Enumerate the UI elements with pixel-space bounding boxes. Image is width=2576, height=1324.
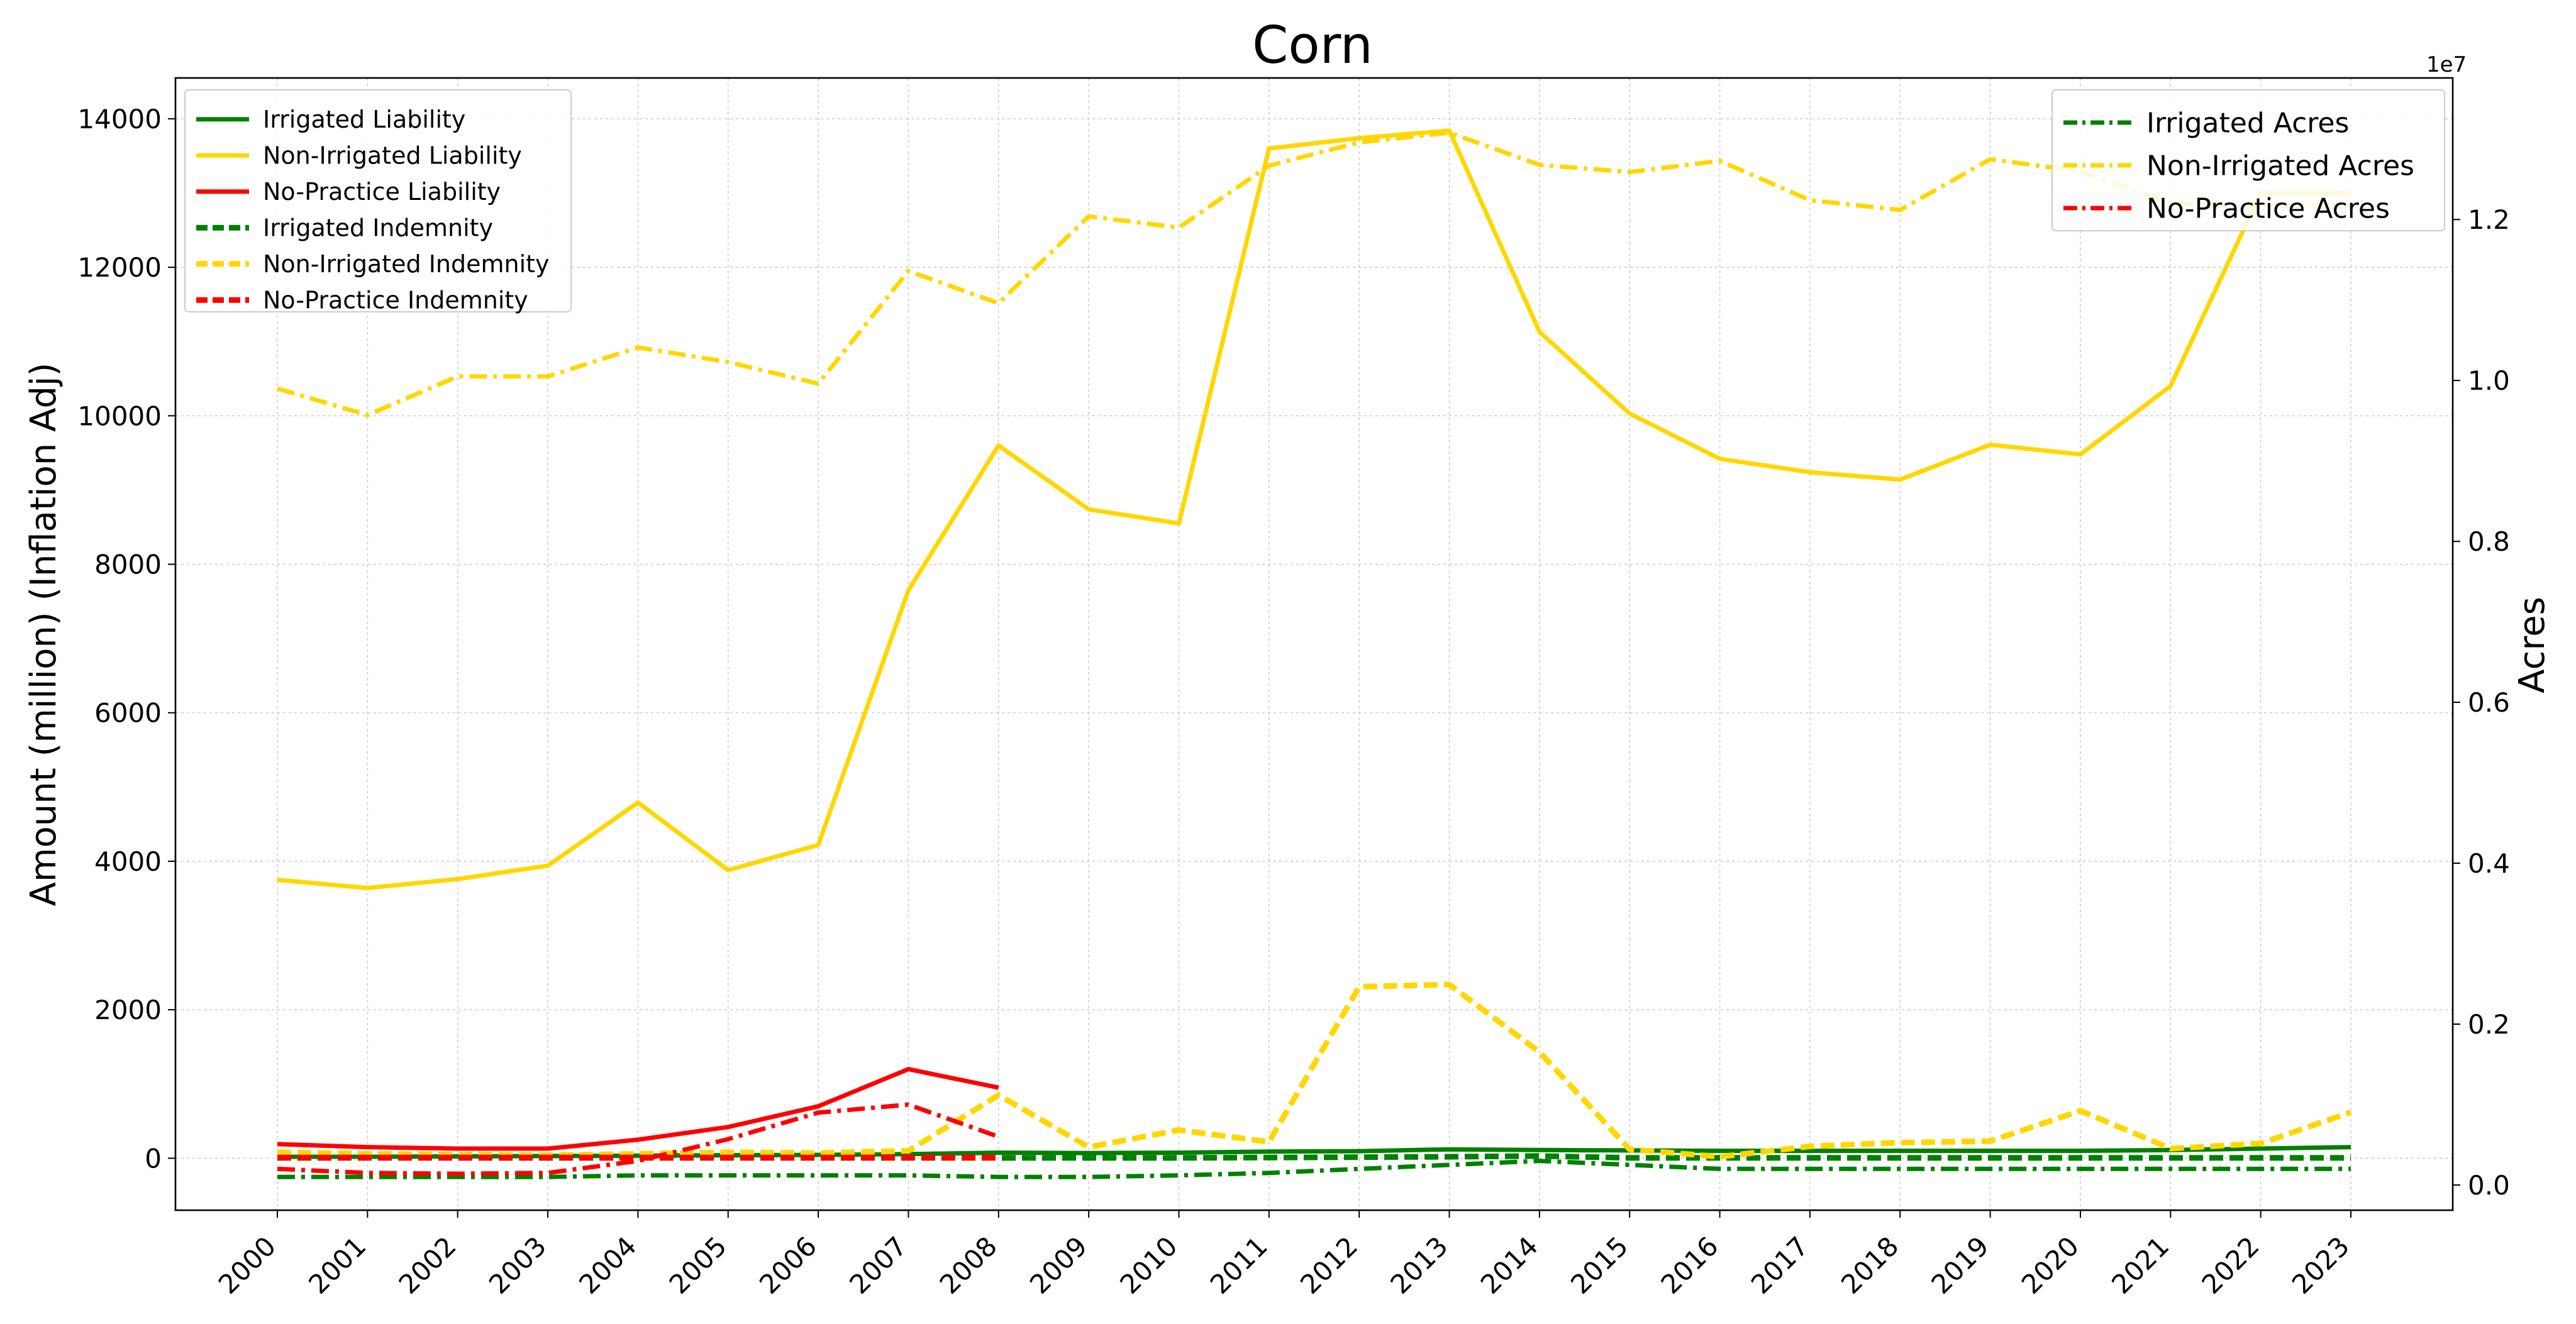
y2-tick-label: 0.8 [2468, 526, 2510, 557]
legend-left-label: Irrigated Liability [263, 106, 465, 133]
y2-tick-label: 0.6 [2468, 687, 2510, 718]
legend-left-label: No-Practice Indemnity [263, 287, 528, 314]
legend-left-label: Non-Irrigated Indemnity [263, 250, 550, 278]
plot-frame [174, 77, 2454, 1211]
y-tick-label: 0 [145, 1143, 162, 1174]
y2-offset-text: 1e7 [2426, 52, 2467, 77]
y-tick-label: 14000 [77, 104, 162, 135]
y2-tick-label: 0.0 [2468, 1170, 2510, 1201]
y2-axis-label: Acres [2512, 597, 2553, 693]
legend-right-box [2051, 89, 2445, 231]
legend-right-label: No-Practice Acres [2146, 192, 2390, 224]
legend-left-label: Irrigated Indemnity [263, 214, 493, 242]
legend-right-label: Non-Irrigated Acres [2146, 150, 2414, 182]
series-line-no-practice-liability [277, 1067, 999, 1151]
legend-left-label: No-Practice Liability [263, 178, 501, 206]
y2-tick-label: 1.2 [2468, 204, 2510, 235]
y-tick-label: 2000 [94, 995, 162, 1025]
y2-tick-label: 1.0 [2468, 365, 2510, 396]
y-tick-label: 10000 [77, 400, 162, 431]
series-line-non-irrigated-indemnity [277, 981, 2352, 1160]
series-line-non-irrigated-liability [277, 128, 2351, 890]
legend-right-label: Irrigated Acres [2146, 107, 2349, 139]
y2-tick-label: 0.4 [2468, 848, 2510, 879]
series-line-irrigated-acres [277, 1159, 2351, 1179]
legends-layer: Irrigated Liability Non-Irrigated Liabili… [184, 89, 2445, 314]
y2-tick-label: 0.2 [2468, 1009, 2510, 1040]
y-tick-label: 6000 [94, 698, 162, 729]
y-tick-label: 4000 [94, 846, 162, 877]
lines-layer [277, 128, 2352, 1179]
legend-left-label: Non-Irrigated Liability [263, 142, 522, 170]
y-tick-label: 8000 [94, 549, 162, 580]
series-line-non-irrigated-acres [277, 130, 2351, 417]
y-tick-label: 12000 [77, 252, 162, 283]
y-axis-label: Amount (million) (Inflation Adj) [23, 363, 64, 907]
legend-left-box [184, 89, 572, 312]
chart-title: Corn [1252, 16, 1373, 75]
